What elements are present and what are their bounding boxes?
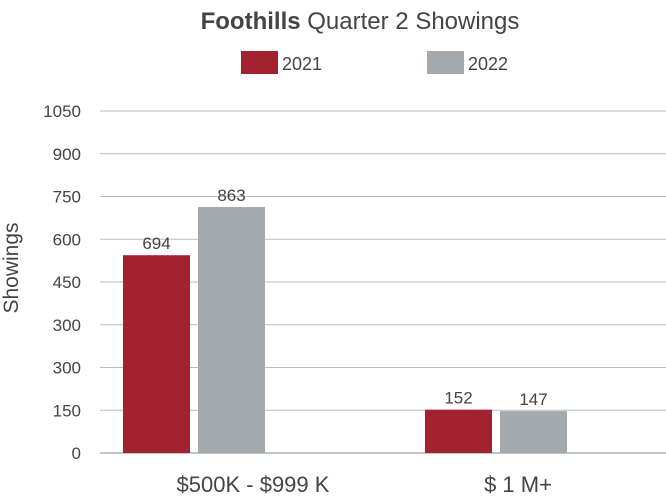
bar-value-label-2021-0: 694 bbox=[142, 234, 170, 253]
y-tick-label-3: 300 bbox=[53, 316, 81, 335]
x-tick-label-1: $ 1 M+ bbox=[484, 472, 552, 497]
legend-label-2021: 2021 bbox=[282, 54, 322, 74]
y-tick-labels: 0 150 300 300 450 600 750 900 1050 bbox=[43, 102, 81, 463]
bar-value-labels: 694 863 152 147 bbox=[142, 186, 547, 409]
y-tick-label-2: 300 bbox=[53, 359, 81, 378]
legend-swatch-2021 bbox=[241, 51, 278, 74]
y-tick-label-1: 150 bbox=[53, 401, 81, 420]
legend-swatch-2022 bbox=[427, 51, 464, 74]
bars bbox=[123, 207, 567, 453]
y-tick-label-5: 600 bbox=[53, 230, 81, 249]
y-tick-label-8: 1050 bbox=[43, 102, 81, 121]
legend: 2021 2022 bbox=[241, 51, 508, 74]
gridlines bbox=[100, 110, 666, 454]
legend-label-2022: 2022 bbox=[468, 54, 508, 74]
y-tick-label-6: 750 bbox=[53, 188, 81, 207]
chart-title: Foothills Quarter 2 Showings bbox=[201, 8, 520, 35]
bar-value-label-2022-1: 147 bbox=[519, 390, 547, 409]
bar-value-label-2022-0: 863 bbox=[217, 186, 245, 205]
bar-2022-0 bbox=[198, 207, 265, 453]
bar-2021-0 bbox=[123, 255, 190, 453]
bar-value-label-2021-1: 152 bbox=[444, 389, 472, 408]
y-tick-label-0: 0 bbox=[72, 444, 81, 463]
y-tick-label-7: 900 bbox=[53, 145, 81, 164]
chart-title-bold: Foothills bbox=[201, 8, 301, 35]
x-tick-labels: $500K - $999 K $ 1 M+ bbox=[177, 472, 552, 497]
x-tick-label-0: $500K - $999 K bbox=[177, 472, 330, 497]
bar-2021-1 bbox=[425, 409, 492, 453]
chart-title-space bbox=[301, 8, 308, 35]
bar-2022-1 bbox=[500, 411, 567, 453]
chart-title-rest: Quarter 2 Showings bbox=[307, 8, 519, 35]
y-axis-label: Showings bbox=[0, 222, 23, 313]
y-tick-label-4: 450 bbox=[53, 273, 81, 292]
